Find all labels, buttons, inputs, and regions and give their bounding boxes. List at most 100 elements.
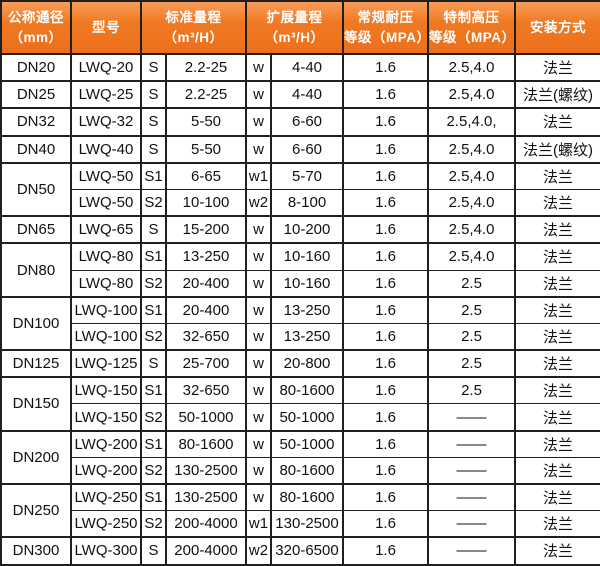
cell-std-range: 6-65: [165, 161, 247, 190]
cell-std-range: 32-650: [165, 322, 247, 351]
cell-ext-code: w2: [245, 536, 272, 566]
table-row: DN20 LWQ-20 S 2.2-25 w 4-40 1.6 2.5,4.0 法兰: [0, 52, 600, 82]
cell-special-mpa: 2.5: [427, 269, 516, 298]
cell-model: LWQ-100: [70, 295, 142, 324]
table-row: DN125 LWQ-125 S 25-700 w 20-800 1.6 2.5 法兰: [0, 349, 600, 378]
cell-normal-mpa: 1.6: [342, 134, 429, 164]
cell-model: LWQ-150: [70, 403, 142, 432]
table-row: LWQ-200 S2 130-2500 w 80-1600 1.6 —— 法兰: [1, 456, 600, 485]
header-standard-range: 标准量程 （m³/H）: [140, 0, 247, 55]
cell-install: 法兰: [514, 269, 600, 298]
cell-model: LWQ-300: [70, 536, 142, 566]
cell-normal-mpa: 1.6: [342, 483, 429, 512]
cell-dn: DN20: [0, 52, 72, 82]
cell-normal-mpa: 1.6: [342, 161, 429, 190]
cell-model: LWQ-200: [70, 429, 142, 458]
cell-install: 法兰: [514, 483, 600, 512]
cell-special-mpa: 2.5: [427, 295, 516, 324]
table-row: DN100 LWQ-100 S1 20-400 w 13-250 1.6 2.5 法兰: [0, 295, 600, 351]
cell-special-mpa: 2.5,4.0: [427, 52, 516, 82]
cell-model: LWQ-100: [70, 322, 142, 351]
table-row: DN200 LWQ-200 S1 80-1600 w 50-1000 1.6 —— 法兰: [0, 429, 600, 485]
cell-normal-mpa: 1.6: [342, 80, 429, 109]
cell-std-range: 5-50: [165, 134, 247, 164]
cell-std-range: 15-200: [165, 215, 247, 244]
cell-special-mpa: 2.5,4.0: [427, 80, 516, 109]
cell-model: LWQ-250: [70, 483, 142, 512]
cell-normal-mpa: 1.6: [342, 376, 429, 405]
cell-install: 法兰: [514, 510, 600, 538]
cell-install: 法兰: [514, 403, 600, 432]
cell-std-range: 130-2500: [165, 483, 247, 512]
cell-normal-mpa: 1.6: [342, 295, 429, 324]
cell-model: LWQ-150: [70, 376, 142, 405]
cell-ext-code: w: [245, 403, 272, 432]
cell-ext-range: 20-800: [270, 349, 344, 378]
cell-ext-code: w1: [245, 510, 272, 538]
cell-ext-range: 50-1000: [270, 403, 344, 432]
cell-std-range: 50-1000: [165, 403, 247, 432]
cell-ext-range: 13-250: [270, 322, 344, 351]
cell-normal-mpa: 1.6: [342, 403, 429, 432]
cell-dn: DN300: [0, 536, 72, 566]
cell-special-mpa: ——: [427, 403, 516, 432]
cell-ext-range: 13-250: [270, 295, 344, 324]
cell-ext-code: w: [245, 295, 272, 324]
cell-dn: DN250: [0, 482, 72, 538]
cell-std-code: S: [140, 134, 167, 164]
cell-dn: DN40: [0, 134, 72, 164]
cell-model: LWQ-125: [70, 349, 142, 378]
cell-dn: DN150: [0, 376, 72, 432]
cell-ext-range: 5-70: [270, 161, 344, 190]
cell-std-range: 32-650: [165, 376, 247, 405]
cell-special-mpa: ——: [427, 536, 516, 566]
cell-std-code: S2: [140, 269, 167, 298]
cell-std-range: 2.2-25: [165, 80, 247, 109]
cell-install: 法兰: [514, 349, 600, 378]
cell-std-code: S: [140, 107, 167, 137]
header-row: 公称通径 （mm） 型号 标准量程 （m³/H） 扩展量程 （m³/H） 常规耐…: [0, 0, 600, 55]
cell-ext-range: 50-1000: [270, 429, 344, 458]
cell-special-mpa: 2.5,4.0: [427, 161, 516, 190]
cell-model: LWQ-200: [70, 456, 142, 485]
cell-std-code: S1: [140, 242, 167, 271]
cell-std-code: S1: [140, 483, 167, 512]
cell-ext-code: w: [245, 349, 272, 378]
cell-install: 法兰: [514, 215, 600, 244]
cell-std-code: S: [140, 80, 167, 109]
cell-ext-code: w2: [245, 188, 272, 217]
table-row: DN250 LWQ-250 S1 130-2500 w 80-1600 1.6 —— 法兰: [0, 482, 600, 538]
header-special-pressure-grade: 特制高压 等级（MPA）: [427, 0, 516, 55]
cell-normal-mpa: 1.6: [342, 107, 429, 137]
cell-std-code: S2: [140, 510, 167, 538]
cell-std-code: S2: [140, 188, 167, 217]
cell-dn: DN80: [0, 242, 72, 298]
cell-normal-mpa: 1.6: [342, 456, 429, 485]
header-nominal-diameter: 公称通径 （mm）: [0, 0, 72, 55]
header-installation-method: 安装方式: [514, 0, 600, 55]
cell-normal-mpa: 1.6: [342, 349, 429, 378]
cell-install: 法兰: [514, 295, 600, 324]
cell-model: LWQ-65: [70, 215, 142, 244]
cell-normal-mpa: 1.6: [342, 269, 429, 298]
cell-install: 法兰: [514, 188, 600, 217]
cell-ext-range: 130-2500: [270, 510, 344, 538]
cell-std-range: 13-250: [165, 242, 247, 271]
cell-install: 法兰: [514, 456, 600, 485]
cell-dn: DN125: [0, 349, 72, 378]
cell-ext-code: w: [245, 483, 272, 512]
cell-std-code: S2: [140, 456, 167, 485]
cell-install: 法兰: [514, 242, 600, 271]
cell-ext-code: w: [245, 456, 272, 485]
cell-special-mpa: ——: [427, 429, 516, 458]
cell-dn: DN50: [0, 161, 72, 217]
cell-dn: DN100: [0, 295, 72, 351]
header-extended-range: 扩展量程 （m³/H）: [245, 0, 344, 55]
table-row: DN40 LWQ-40 S 5-50 w 6-60 1.6 2.5,4.0 法兰(螺纹): [0, 134, 600, 164]
cell-special-mpa: ——: [427, 483, 516, 512]
cell-std-code: S: [140, 536, 167, 566]
cell-install: 法兰: [514, 429, 600, 458]
cell-install: 法兰: [514, 376, 600, 405]
table-row: DN32 LWQ-32 S 5-50 w 6-60 1.6 2.5,4.0, 法兰: [0, 107, 600, 137]
cell-normal-mpa: 1.6: [342, 242, 429, 271]
